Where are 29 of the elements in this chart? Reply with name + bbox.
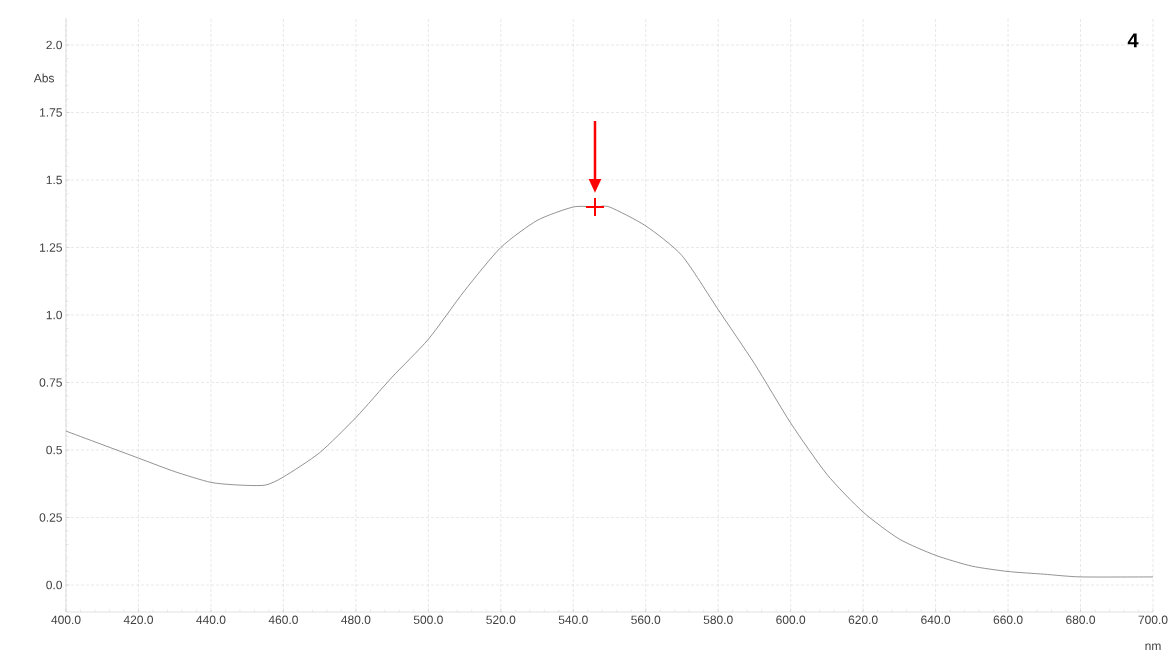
- x-tick-label: 700.0: [1138, 615, 1168, 625]
- x-tick-label: 540.0: [558, 615, 588, 625]
- y-tick-label: 1.0: [46, 310, 63, 320]
- x-tick-label: 480.0: [341, 615, 371, 625]
- y-tick-label: 1.5: [46, 175, 62, 185]
- x-tick-label: 620.0: [848, 615, 878, 625]
- x-tick-label: 560.0: [631, 615, 661, 625]
- x-tick-label: 420.0: [123, 615, 154, 625]
- x-tick-label: 520.0: [486, 615, 516, 625]
- y-tick-label: 0.5: [46, 445, 62, 455]
- y-axis-title: Abs: [33, 73, 55, 83]
- x-tick-label: 400.0: [51, 615, 81, 625]
- y-tick-label: 1.25: [40, 243, 62, 252]
- x-tick-label: 680.0: [1066, 615, 1096, 625]
- y-tick-label: 1.75: [40, 108, 62, 117]
- x-tick-label: 640.0: [921, 615, 951, 625]
- x-tick-label: 660.0: [993, 615, 1023, 625]
- y-tick-label: 0.0: [46, 580, 63, 590]
- x-tick-label: 600.0: [776, 615, 806, 625]
- annotation: 4: [1127, 33, 1139, 48]
- line-series: [65, 205, 1154, 578]
- x-tick-label: 580.0: [703, 615, 733, 625]
- x-tick-label: 440.0: [196, 615, 226, 625]
- y-tick-label: 0.75: [39, 378, 62, 387]
- y-tick-label: 2.0: [46, 40, 63, 50]
- x-axis-title: nm: [1145, 643, 1161, 650]
- x-tick-label: 500.0: [413, 615, 443, 625]
- x-tick-label: 460.0: [268, 615, 298, 625]
- y-tick-label: 0.25: [39, 513, 62, 522]
